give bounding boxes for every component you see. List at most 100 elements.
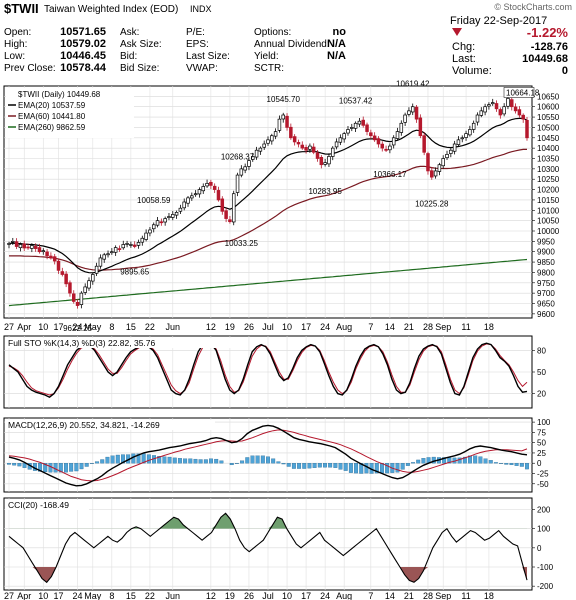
candle-body <box>216 190 221 201</box>
cci-panel: -200 -100 0 100 200 CCI(20) -168.49 <box>3 497 554 591</box>
legend-entry: EMA(260) 9862.59 <box>18 123 86 132</box>
macd-histogram-bar <box>504 463 509 465</box>
candle-body <box>83 286 87 293</box>
candle-body <box>437 164 442 172</box>
y-tick-label: 0 <box>537 459 542 468</box>
y-tick-label: 10300 <box>537 165 560 174</box>
candle-body <box>125 243 129 245</box>
macd-histogram-bar <box>64 463 68 473</box>
x-tick-label-bottom: 8 <box>109 591 114 600</box>
legend-entry: EMA(60) 10441.80 <box>18 112 86 121</box>
candle-body <box>41 250 46 253</box>
candle-body <box>201 186 206 192</box>
candle-body <box>163 218 167 223</box>
cci-line <box>8 512 528 584</box>
macd-histogram-bar <box>193 458 198 464</box>
price-annotation: 10225.28 <box>415 199 449 208</box>
y-tick-label: 10250 <box>537 175 560 184</box>
candle-body <box>110 251 114 254</box>
candle-body <box>45 251 49 257</box>
candle-body <box>64 273 68 285</box>
candle-body <box>91 274 95 282</box>
macd-histogram-bar <box>525 463 529 470</box>
y-tick-label: 9800 <box>537 268 555 277</box>
macd-histogram-bar <box>364 463 369 474</box>
macd-histogram-bar <box>395 463 400 473</box>
candle-body <box>395 131 400 139</box>
candle-body <box>422 135 426 153</box>
macd-signal-line <box>8 429 528 482</box>
y-tick-label: 10150 <box>537 196 560 205</box>
y-tick-label: 50 <box>537 368 546 377</box>
candle-body <box>460 137 465 140</box>
candle-body <box>197 189 202 195</box>
candle-body <box>52 256 57 262</box>
y-tick-label: 50 <box>537 439 546 448</box>
x-tick-label-bottom: 26 <box>244 591 254 600</box>
x-tick-label-bottom: Aug <box>336 591 352 600</box>
candle-body <box>319 157 324 166</box>
macd-histogram-bar <box>519 463 524 467</box>
macd-histogram-bar <box>74 463 79 472</box>
macd-histogram-bar <box>493 462 498 464</box>
y-tick-label: 0 <box>537 544 542 553</box>
y-tick-label: 25 <box>537 449 546 458</box>
macd-histogram-bar <box>162 456 167 464</box>
volume-label: Volume: <box>452 65 492 77</box>
stochastic-label: Full STO %K(14,3) %D(3) 22.82, 35.76 <box>8 338 156 348</box>
y-tick-label: 9600 <box>537 310 555 319</box>
candle-body <box>456 139 461 145</box>
price-legend: $TWII (Daily) 10449.68 EMA(20) 10537.59 EM… <box>6 88 134 138</box>
candle-body <box>433 170 438 177</box>
candle-body <box>144 232 148 240</box>
macd-histogram-bar <box>385 463 390 474</box>
candle-body <box>331 147 335 157</box>
macd-histogram-bar <box>421 458 426 464</box>
y-tick-label: 9950 <box>537 237 555 246</box>
label-bg <box>5 500 89 510</box>
candle-body <box>350 127 354 129</box>
y-tick-label: 10000 <box>537 227 560 236</box>
candle-body <box>391 137 396 146</box>
macd-histogram-bar <box>172 457 177 464</box>
macd-histogram-bar <box>323 463 327 468</box>
header-field-label: Open: <box>4 27 31 38</box>
candle-body <box>14 241 19 247</box>
x-tick-label: 19 <box>225 322 235 332</box>
candle-body <box>136 242 141 246</box>
macd-histogram-bar <box>146 454 151 464</box>
candle-body <box>521 114 525 120</box>
y-tick-label: 75 <box>537 428 546 437</box>
macd-histogram-bar <box>462 456 467 464</box>
candle-body <box>311 146 316 153</box>
candle-body <box>525 119 529 139</box>
candle-body <box>113 247 118 253</box>
candle-body <box>30 245 34 249</box>
x-tick-label-bottom: 12 <box>206 591 216 600</box>
x-tick-label-bottom: 11 <box>461 591 470 600</box>
macd-histogram-bar <box>312 463 317 468</box>
y-tick-label: 10550 <box>537 113 560 122</box>
candle-body <box>155 220 160 226</box>
x-tick-label-bottom: May <box>84 591 102 600</box>
candle-body <box>266 139 270 144</box>
macd-histogram-bar <box>400 463 405 470</box>
macd-histogram-bar <box>188 458 193 464</box>
candle-body <box>247 160 251 167</box>
candle-body <box>171 214 175 218</box>
candle-body <box>479 110 484 116</box>
header-field-label: Bid Size: <box>120 63 159 74</box>
macd-histogram-bar <box>53 463 58 473</box>
copyright: © StockCharts.com <box>494 2 572 12</box>
x-tick-label-bottom: 10 <box>282 591 292 600</box>
macd-histogram-bar <box>509 463 514 466</box>
volume-value: 0 <box>562 65 568 77</box>
x-tick-label-bottom: Jun <box>166 591 181 600</box>
header-field-label: Ask Size: <box>120 39 162 50</box>
macd-histogram-bar <box>343 463 348 471</box>
legend-entry: EMA(20) 10537.59 <box>18 101 86 110</box>
candle-body <box>441 158 445 167</box>
x-tick-label-bottom: 14 <box>385 591 395 600</box>
x-tick-label-bottom: 27 <box>4 591 14 600</box>
x-tick-label-bottom: 18 <box>484 591 494 600</box>
